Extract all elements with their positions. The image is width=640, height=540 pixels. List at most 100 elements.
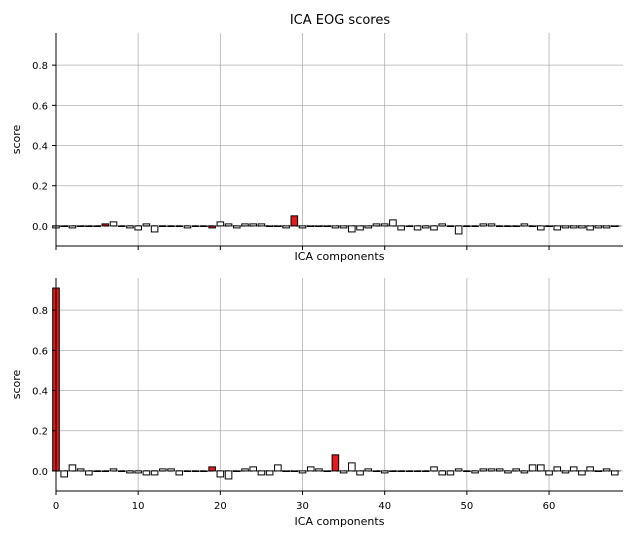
bottom-bar-18 [200, 470, 208, 473]
bottom-bar-8 [117, 470, 126, 473]
bottom-bar-26 [265, 470, 274, 476]
top-bar-47 [438, 223, 447, 227]
top-bar-20 [216, 221, 225, 227]
top-bar-14 [167, 225, 175, 228]
top-bar-5 [93, 225, 101, 228]
top-y-tick-label: 0.8 [32, 61, 48, 72]
bottom-x-axis-label: ICA components [295, 515, 385, 528]
bottom-bar-17 [191, 470, 200, 473]
top-y-tick-label: 0.6 [32, 101, 48, 112]
bottom-bar-1 [60, 470, 69, 478]
top-bar-34 [331, 225, 340, 229]
top-bar-37 [356, 225, 364, 231]
top-bar-24 [249, 223, 258, 227]
top-bar-49 [454, 225, 463, 235]
bottom-bar-20 [216, 470, 225, 478]
bottom-bar-37 [356, 470, 364, 476]
bottom-bar-68 [610, 470, 619, 476]
top-highlighted-bar-6 [101, 223, 110, 227]
bottom-bar-35 [339, 470, 348, 474]
top-bar-64 [578, 225, 586, 229]
bottom-bar-45 [421, 470, 430, 473]
top-bar-9 [126, 225, 134, 229]
bottom-bar-3 [76, 468, 85, 472]
bottom-bar-2 [68, 464, 77, 472]
bottom-bar-15 [175, 470, 184, 476]
bottom-bar-23 [241, 468, 249, 472]
top-bar-31 [306, 225, 315, 228]
top-bar-18 [200, 225, 208, 228]
bottom-bar-11 [142, 470, 151, 476]
top-bar-48 [446, 225, 455, 228]
bottom-bar-44 [413, 470, 422, 473]
bottom-bar-64 [578, 470, 586, 476]
top-highlighted-bar-29 [290, 215, 299, 227]
top-bar-53 [487, 223, 496, 227]
top-bar-44 [413, 225, 422, 231]
bottom-bar-39 [372, 470, 381, 473]
bottom-bar-40 [380, 470, 389, 474]
bottom-bar-12 [150, 470, 159, 476]
bottom-x-tick-label: 10 [132, 501, 145, 512]
bottom-bar-31 [306, 466, 315, 472]
top-bar-40 [380, 223, 389, 227]
top-bar-63 [569, 225, 578, 229]
bottom-bar-7 [109, 468, 118, 472]
figure-title: ICA EOG scores [290, 13, 391, 28]
top-bar-68 [610, 225, 619, 228]
bottom-bar-59 [537, 464, 545, 472]
top-bar-30 [298, 225, 307, 229]
top-bar-62 [561, 225, 570, 229]
bottom-highlighted-bar-34 [331, 454, 340, 472]
bottom-bar-32 [315, 468, 323, 472]
top-bar-27 [274, 225, 282, 228]
bottom-bar-61 [553, 466, 562, 472]
top-bar-15 [175, 225, 184, 228]
top-bar-46 [430, 225, 438, 231]
top-bar-57 [520, 223, 529, 227]
bottom-y-tick-label: 0.6 [32, 346, 48, 357]
top-bar-3 [76, 225, 85, 228]
top-bar-2 [68, 225, 77, 229]
bottom-bar-67 [602, 468, 611, 472]
top-bar-42 [397, 225, 405, 231]
top-bar-55 [504, 225, 512, 228]
top-bar-4 [85, 225, 93, 228]
top-y-tick-label: 0.0 [32, 222, 48, 233]
top-bar-28 [282, 225, 290, 229]
top-bar-8 [117, 225, 126, 228]
bottom-bar-29 [290, 470, 299, 473]
top-bar-12 [150, 225, 159, 233]
bottom-bar-6 [101, 470, 110, 473]
top-bar-10 [134, 225, 142, 231]
bottom-bar-41 [389, 470, 397, 473]
top-x-ticks [55, 246, 550, 250]
bottom-bar-57 [520, 470, 529, 474]
bottom-x-tick-label: 0 [53, 501, 59, 512]
bottom-y-ticks: 0.0 0.2 0.4 0.6 0.8 [32, 306, 56, 478]
bottom-bar-21 [224, 470, 233, 480]
bottom-bar-52 [479, 468, 488, 472]
bottom-bar-38 [364, 468, 373, 472]
top-score-panel: 0.0 0.2 0.4 0.6 0.8 score ICA components [10, 33, 623, 263]
bottom-x-tick-label: 40 [378, 501, 391, 512]
top-bar-39 [372, 223, 381, 227]
bottom-bar-50 [463, 470, 471, 473]
top-bar-41 [389, 219, 397, 227]
bottom-bar-65 [586, 466, 594, 472]
bottom-bar-5 [93, 470, 101, 473]
bottom-grid [55, 278, 623, 491]
top-bar-52 [479, 223, 488, 227]
bottom-highlighted-bar-19 [208, 466, 216, 472]
bottom-bar-49 [454, 468, 463, 472]
top-highlighted-bar-19 [208, 225, 216, 229]
top-bar-36 [348, 225, 356, 233]
bottom-bar-54 [495, 468, 504, 472]
top-grid [55, 33, 623, 246]
bottom-bar-9 [126, 470, 134, 474]
top-y-tick-label: 0.4 [32, 142, 48, 153]
top-bar-11 [142, 223, 151, 227]
bottom-bar-47 [438, 470, 447, 476]
top-bar-26 [265, 225, 274, 228]
top-bar-13 [159, 225, 167, 228]
